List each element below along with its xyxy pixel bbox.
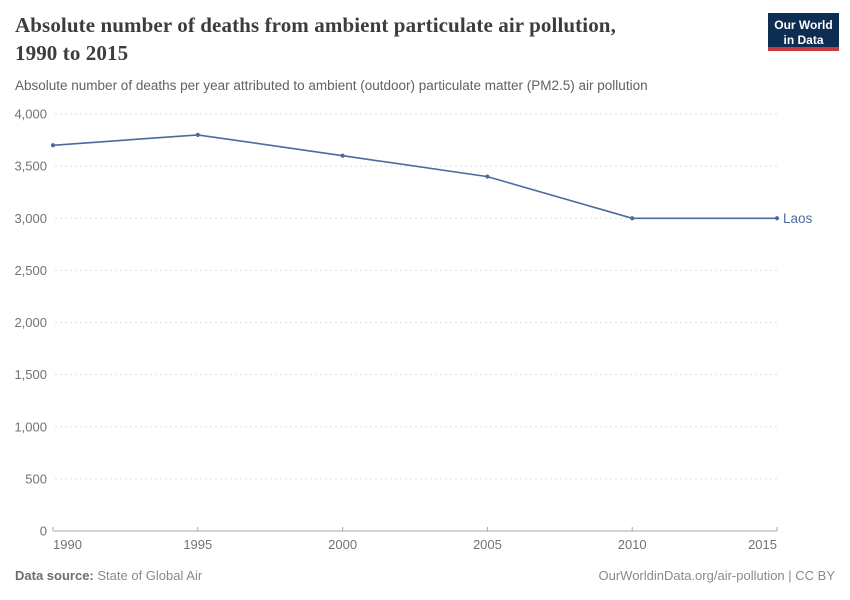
y-tick-label: 1,000	[14, 419, 47, 434]
data-point	[485, 174, 490, 179]
x-tick-label: 2000	[328, 537, 357, 552]
x-tick-label: 1990	[53, 537, 82, 552]
y-tick-label: 0	[40, 524, 47, 539]
y-tick-label: 500	[25, 471, 47, 486]
data-source: Data source: State of Global Air	[15, 568, 202, 583]
chart-subtitle: Absolute number of deaths per year attri…	[15, 78, 648, 93]
page-title: Absolute number of deaths from ambient p…	[15, 12, 745, 67]
x-tick-label: 1995	[183, 537, 212, 552]
x-tick-label: 2015	[748, 537, 777, 552]
data-source-value: State of Global Air	[97, 568, 203, 583]
y-tick-label: 3,500	[14, 159, 47, 174]
y-tick-label: 3,000	[14, 211, 47, 226]
series-line	[52, 134, 777, 220]
data-point	[340, 153, 345, 158]
y-axis-labels: 0 500 1,000 1,500 2,000 2,500 3,000 3,500 4,000	[14, 107, 47, 539]
y-tick-label: 1,500	[14, 367, 47, 382]
y-tick-label: 2,000	[14, 315, 47, 330]
owid-logo-line1: Our World	[774, 18, 833, 32]
data-point	[774, 216, 780, 221]
x-tick-label: 2010	[618, 537, 647, 552]
y-tick-label: 2,500	[14, 263, 47, 278]
owid-logo-line2: in Data	[783, 32, 824, 47]
y-gridlines	[55, 113, 779, 480]
x-axis-labels: 1990 1995 2000 2005 2010 2015	[53, 537, 777, 552]
data-point	[630, 216, 635, 221]
page-title-line2: 1990 to 2015	[15, 40, 129, 65]
page-title-line1: Absolute number of deaths from ambient p…	[15, 13, 616, 37]
owid-logo: Our World in Data	[768, 13, 839, 51]
data-point	[50, 143, 56, 148]
x-tick-label: 2005	[473, 537, 502, 552]
series-end-label: Laos	[783, 211, 813, 226]
x-axis	[52, 527, 778, 532]
y-tick-label: 4,000	[14, 107, 47, 122]
attribution-link[interactable]: OurWorldinData.org/air-pollution | CC BY	[598, 568, 835, 583]
data-series: Laos	[50, 132, 813, 226]
data-point	[195, 132, 200, 137]
data-source-label: Data source:	[15, 568, 94, 583]
